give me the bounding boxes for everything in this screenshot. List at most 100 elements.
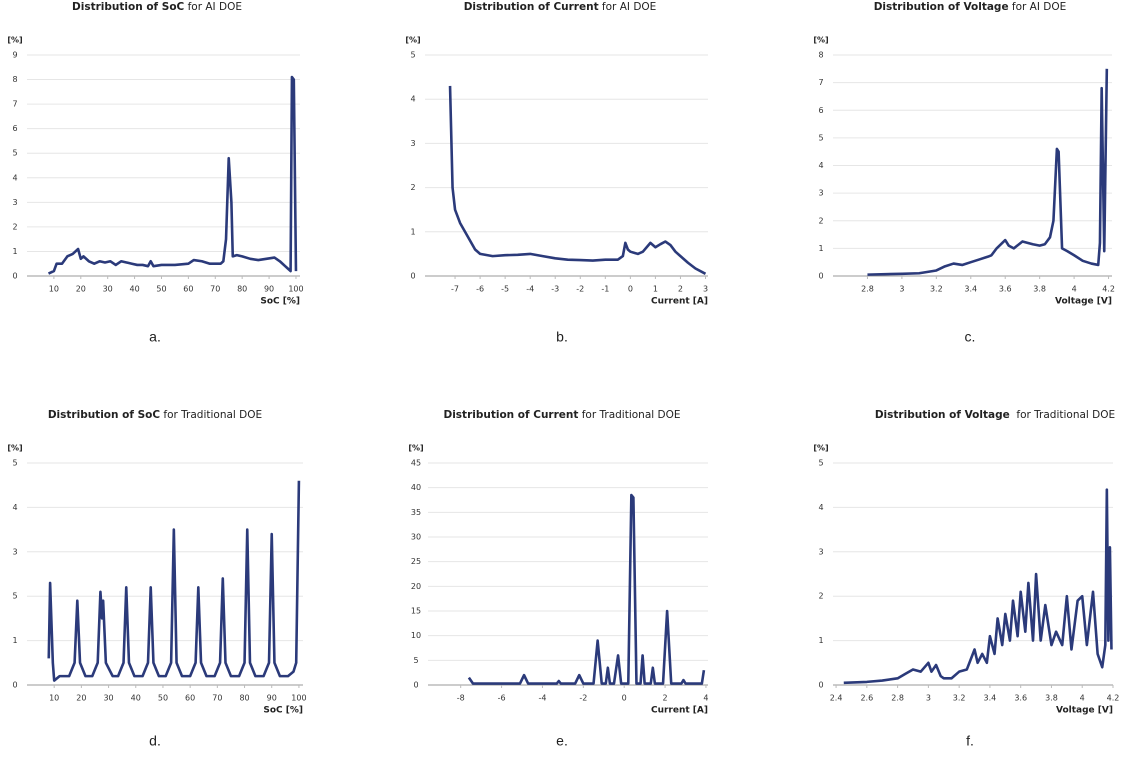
x-tick-label: 4 xyxy=(703,694,708,703)
caption: f. xyxy=(966,733,974,749)
y-tick-label: 2 xyxy=(410,183,415,192)
x-tick-label: 3 xyxy=(899,285,904,294)
y-tick-label: 4 xyxy=(410,95,415,104)
y-axis-unit: [%] xyxy=(813,444,828,453)
x-tick-label: 40 xyxy=(129,285,139,294)
x-tick-label: 3.6 xyxy=(999,285,1012,294)
x-axis-label: SoC [%] xyxy=(263,706,303,716)
data-line xyxy=(843,488,1113,685)
x-tick-label: 2.4 xyxy=(830,694,843,703)
x-tick-label: 2.6 xyxy=(860,694,873,703)
x-tick-label: -4 xyxy=(526,285,534,294)
y-tick-label: 3 xyxy=(12,547,17,556)
y-tick-label: 3 xyxy=(410,139,415,148)
y-tick-label: 4 xyxy=(818,161,823,170)
caption: d. xyxy=(149,733,161,749)
title-part: for Traditional DOE xyxy=(160,409,262,421)
x-tick-label: 20 xyxy=(76,694,86,703)
y-tick-label: 9 xyxy=(12,51,17,60)
title-part: for AI DOE xyxy=(184,1,242,13)
title-part: Distribution of Current xyxy=(443,409,578,421)
y-tick-label: 4 xyxy=(12,503,17,512)
x-tick-label: -4 xyxy=(538,694,546,703)
x-tick-label: 4 xyxy=(1080,694,1085,703)
x-axis-label: SoC [%] xyxy=(260,297,300,307)
x-tick-label: 90 xyxy=(267,694,277,703)
chart-title: Distribution of SoC for AI DOE xyxy=(72,1,242,13)
y-tick-label: 3 xyxy=(12,198,17,207)
x-tick-label: -8 xyxy=(457,694,465,703)
y-tick-label: 2 xyxy=(12,222,17,231)
x-tick-label: -6 xyxy=(476,285,484,294)
title-part: for AI DOE xyxy=(1009,1,1067,13)
chart-title: Distribution of Current for Traditional … xyxy=(443,409,680,421)
x-tick-label: 50 xyxy=(156,285,166,294)
x-tick-label: 3.2 xyxy=(953,694,966,703)
y-tick-label: 20 xyxy=(411,582,421,591)
x-tick-label: 70 xyxy=(210,285,220,294)
y-tick-label: 4 xyxy=(12,173,17,182)
chart-title: Distribution of SoC for Traditional DOE xyxy=(48,409,262,421)
x-tick-label: -3 xyxy=(551,285,559,294)
y-tick-label: 5 xyxy=(818,459,823,468)
y-tick-label: 25 xyxy=(411,557,421,566)
y-tick-label: 0 xyxy=(818,681,823,690)
y-tick-label: 3 xyxy=(818,189,823,198)
x-tick-label: 20 xyxy=(76,285,86,294)
chart-title: Distribution of Current for AI DOE xyxy=(464,1,657,13)
x-tick-label: -1 xyxy=(601,285,609,294)
x-tick-label: 0 xyxy=(622,694,627,703)
y-tick-label: 5 xyxy=(410,51,415,60)
x-tick-label: -6 xyxy=(498,694,506,703)
y-tick-label: 40 xyxy=(411,483,421,492)
title-part: for Traditional DOE xyxy=(1010,409,1115,421)
y-axis-unit: [%] xyxy=(7,444,22,453)
data-line xyxy=(867,68,1109,276)
y-axis-unit: [%] xyxy=(405,36,420,45)
chart-panel: Distribution of Current for AI DOE [%] 0 1 2… xyxy=(405,1,708,345)
x-tick-label: 3 xyxy=(926,694,931,703)
data-line xyxy=(47,75,298,275)
y-tick-label: 15 xyxy=(411,607,421,616)
x-tick-label: 0 xyxy=(628,285,633,294)
title-part: for Traditional DOE xyxy=(578,409,680,421)
y-axis-unit: [%] xyxy=(408,444,423,453)
y-tick-label: 1 xyxy=(818,636,823,645)
y-tick-label: 2 xyxy=(818,216,823,225)
y-tick-label: 7 xyxy=(818,78,823,87)
y-tick-label: 0 xyxy=(413,681,418,690)
x-tick-label: 4.2 xyxy=(1107,694,1120,703)
x-tick-label: 30 xyxy=(103,694,113,703)
data-line xyxy=(467,493,706,685)
x-tick-label: 3.8 xyxy=(1045,694,1058,703)
x-tick-label: 3.4 xyxy=(984,694,997,703)
x-tick-label: 100 xyxy=(288,285,303,294)
x-tick-label: 4 xyxy=(1072,285,1077,294)
title-part: Distribution of SoC xyxy=(72,1,185,13)
caption: a. xyxy=(149,329,161,345)
title-part: for AI DOE xyxy=(599,1,657,13)
title-part: Distribution of SoC xyxy=(48,409,161,421)
x-tick-label: 2.8 xyxy=(861,285,874,294)
y-tick-label: 5 xyxy=(12,592,17,601)
title-part: Distribution of Current xyxy=(464,1,599,13)
x-tick-label: 3.8 xyxy=(1033,285,1046,294)
y-tick-label: 7 xyxy=(12,100,17,109)
caption: e. xyxy=(556,733,568,749)
y-tick-label: 0 xyxy=(410,272,415,281)
x-tick-label: 3.6 xyxy=(1014,694,1027,703)
caption: b. xyxy=(556,329,568,345)
y-tick-label: 5 xyxy=(413,656,418,665)
caption: c. xyxy=(965,329,976,345)
x-tick-label: 80 xyxy=(237,285,247,294)
y-tick-label: 35 xyxy=(411,508,421,517)
x-tick-label: -2 xyxy=(576,285,584,294)
chart-panel: Distribution of SoC for AI DOE [%] 0 1 2 3 4 5 6… xyxy=(7,1,303,345)
x-tick-label: 100 xyxy=(291,694,306,703)
x-tick-label: 4.2 xyxy=(1102,285,1115,294)
x-tick-label: 2.8 xyxy=(891,694,904,703)
chart-title: Distribution of Voltage for Traditional … xyxy=(875,409,1115,421)
y-axis-unit: [%] xyxy=(7,36,22,45)
y-tick-label: 0 xyxy=(818,272,823,281)
